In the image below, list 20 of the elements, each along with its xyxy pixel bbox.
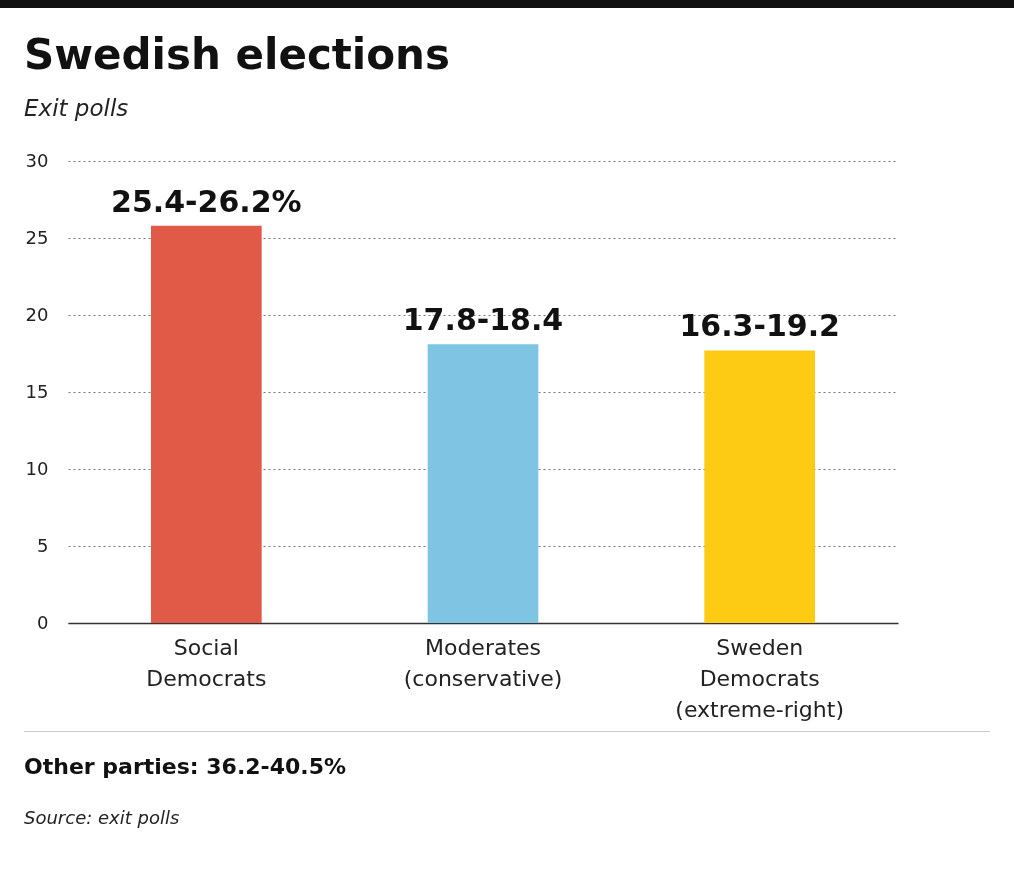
- chart-title: Swedish elections: [24, 30, 451, 79]
- bar: [427, 344, 539, 623]
- x-tick-label: Sweden Democrats (extreme-right): [675, 634, 844, 722]
- y-tick-label: 30: [25, 149, 49, 171]
- bar: [704, 350, 815, 623]
- text: Other parties: 36.2-40.5%: [24, 754, 348, 779]
- y-tick-label: 10: [25, 457, 49, 479]
- y-tick-label: 25: [25, 226, 49, 248]
- source-note: Source: exit polls: [24, 807, 181, 828]
- bar: [151, 225, 262, 623]
- y-tick-label: 0: [37, 611, 49, 633]
- annotation: 17.8-18.4: [402, 302, 564, 338]
- x-tick-label: Social Democrats: [146, 634, 267, 691]
- annotation: 16.3-19.2: [679, 308, 840, 344]
- annotation: 25.4-26.2%: [111, 183, 302, 219]
- y-tick-label: 15: [25, 380, 49, 402]
- y-tick-label: 20: [25, 303, 49, 325]
- chart-subtitle: Exit polls: [24, 95, 130, 121]
- y-tick-label: 5: [37, 534, 49, 556]
- x-tick-label: Moderates (conservative): [403, 634, 563, 691]
